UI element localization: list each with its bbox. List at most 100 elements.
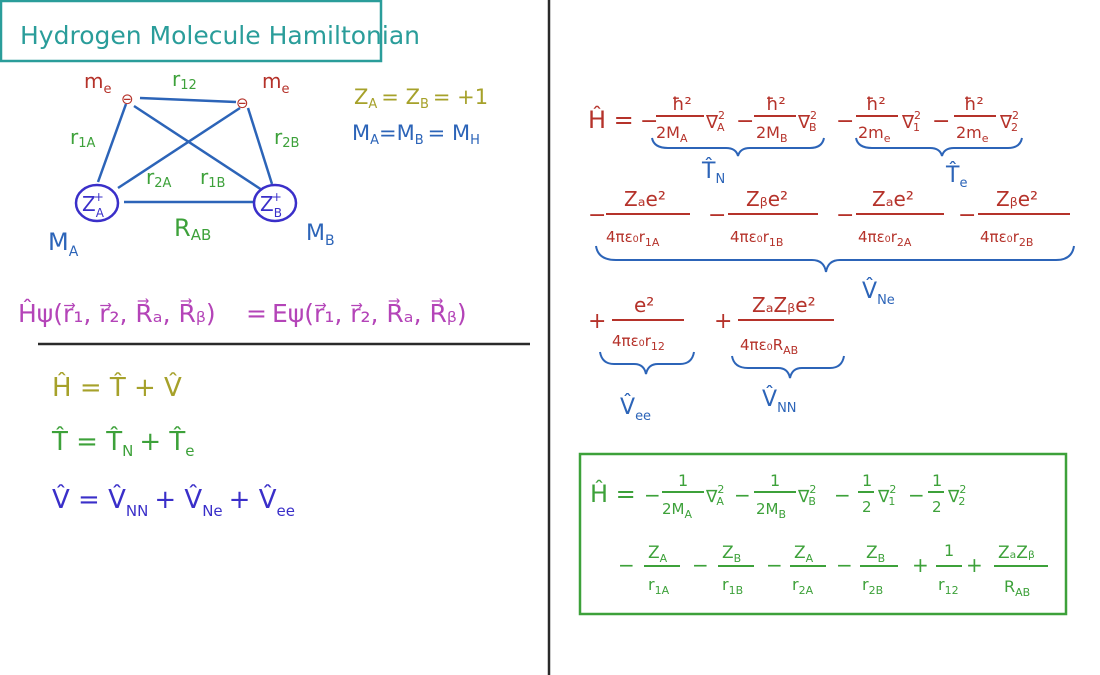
au-v6-den: RAB (1004, 577, 1030, 599)
au-minus-2: − (734, 483, 751, 507)
au-v3-num: ZA (794, 543, 814, 565)
full-hamiltonian: Ĥ = − ħ² 2MA ∇2 A − ħ² 2MB ∇2 B − ħ² 2me ∇… (588, 94, 1075, 424)
title-box: Hydrogen Molecule Hamiltonian (0, 0, 420, 63)
t-decomposition: T̂ = T̂N + T̂e (51, 425, 194, 460)
TN-label: T̂N (701, 158, 725, 187)
minus-7: − (836, 203, 854, 228)
r2A-label: r2A (146, 165, 172, 191)
brace-VNe (595, 245, 1075, 273)
ne-1B-den: 4πε₀r1B (730, 228, 783, 249)
r2A-line (117, 106, 241, 190)
page-title: Hydrogen Molecule Hamiltonian (20, 21, 420, 50)
kinetic-e2-num: ħ² (964, 94, 984, 115)
schrodinger-lhs: Ĥψ(r⃗₁, r⃗₂, R⃗ₐ, R⃗ᵦ) (18, 298, 216, 328)
minus-1: − (640, 109, 658, 134)
r1B-label: r1B (200, 165, 225, 191)
au-v6-num: ZₐZᵦ (998, 543, 1035, 563)
minus-2: − (736, 109, 754, 134)
brace-TN (651, 137, 825, 157)
au-v1-den: r1A (648, 575, 670, 597)
v-decomposition: V̂ = V̂NN + V̂Ne + V̂ee (52, 483, 295, 520)
au-t1-num: 1 (678, 471, 688, 490)
au-plus-2: + (966, 553, 983, 577)
au-plus-1: + (912, 553, 929, 577)
nucleus-B-circle (252, 183, 298, 223)
mass-equality: MA=MB = MH (352, 121, 480, 148)
h-equals: Ĥ = (588, 105, 634, 134)
electron-mass-label-2: me (262, 69, 289, 97)
plus-1: + (588, 309, 606, 334)
molecule-diagram: ⊖ ⊖ me me r12 r1A r2B r2A r1B RAB (48, 67, 488, 260)
au-nabla-B: ∇2 B (797, 483, 816, 508)
au-t1-den: 2MA (662, 500, 693, 521)
au-v5-num: 1 (944, 541, 954, 560)
ee-den: 4πε₀r12 (612, 332, 665, 353)
au-nabla-1: ∇2 1 (877, 483, 896, 508)
Vee-label: V̂ee (620, 394, 651, 424)
nn-num: ZₐZᵦe² (752, 293, 816, 317)
au-v3-den: r2A (792, 575, 814, 597)
ne-1A-den: 4πε₀r1A (606, 228, 660, 249)
kinetic-e1-den: 2me (858, 123, 891, 145)
schrodinger-equation: Ĥψ(r⃗₁, r⃗₂, R⃗ₐ, R⃗ᵦ) = Eψ(r⃗₁, r⃗₂, R⃗… (18, 298, 467, 328)
plus-2: + (714, 309, 732, 334)
r2B-label: r2B (274, 125, 299, 151)
au-minus-6: − (692, 553, 709, 577)
brace-Vee (599, 351, 695, 375)
brace-VNN (731, 355, 845, 379)
nucleus-B-label: Z+ B (260, 190, 282, 220)
kinetic-e1-num: ħ² (866, 94, 886, 115)
kinetic-nucB-num: ħ² (766, 94, 786, 115)
au-t3-num: 1 (862, 471, 872, 490)
r1A-line (96, 103, 128, 183)
kinetic-nucA-den: 2MA (656, 123, 688, 145)
au-t4-num: 1 (932, 471, 942, 490)
kinetic-nucB-den: 2MB (756, 123, 788, 145)
r1B-line (133, 104, 263, 192)
au-v4-num: ZB (866, 543, 885, 565)
nucleus-A-circle (74, 183, 120, 223)
minus-4: − (932, 109, 950, 134)
au-minus-5: − (618, 553, 635, 577)
au-v1-num: ZA (648, 543, 668, 565)
h-decomposition: Ĥ = T̂ + V̂ (52, 371, 182, 403)
au-h-equals: Ĥ = (590, 479, 636, 508)
RAB-label: RAB (174, 214, 211, 244)
ne-1B-num: Zᵦe² (746, 187, 788, 211)
au-nabla-2: ∇2 2 (947, 483, 966, 508)
operator-decomposition: Ĥ = T̂ + V̂ T̂ = T̂N + T̂e V̂ = V̂NN + V̂N… (51, 371, 295, 520)
schrodinger-equals: = (246, 299, 267, 328)
ne-2B-den: 4πε₀r2B (980, 228, 1033, 249)
au-v4-den: r2B (862, 575, 883, 597)
brace-Te (855, 137, 1023, 157)
nabla-B: ∇2 B (797, 109, 817, 134)
kinetic-e2-den: 2me (956, 123, 989, 145)
au-t2-den: 2MB (756, 500, 786, 521)
nn-den: 4πε₀RAB (740, 336, 798, 357)
au-nabla-A: ∇2 A (705, 483, 724, 508)
minus-5: − (588, 203, 606, 228)
ne-1A-num: Zₐe² (624, 187, 666, 211)
au-t2-num: 1 (770, 471, 780, 490)
charge-equality: ZA = ZB = +1 (354, 85, 488, 112)
r2B-line (246, 107, 274, 185)
nucleus-A-label: Z+ A (82, 190, 105, 220)
au-v5-den: r12 (938, 575, 959, 597)
minus-3: − (836, 109, 854, 134)
minus-6: − (708, 203, 726, 228)
r1A-label: r1A (70, 125, 96, 151)
au-minus-8: − (836, 553, 853, 577)
au-minus-1: − (644, 483, 661, 507)
au-v2-num: ZB (722, 543, 741, 565)
au-minus-3: − (834, 483, 851, 507)
r12-label: r12 (172, 67, 197, 93)
atomic-units-hamiltonian: Ĥ = − 1 2MA ∇2 A − 1 2MB ∇2 B − 1 2 ∇2 1 − … (578, 452, 1068, 616)
mass-A-label: MA (48, 228, 79, 260)
atomic-units-box (578, 452, 1068, 616)
au-t3-den: 2 (862, 498, 872, 516)
nabla-1: ∇2 1 (901, 109, 921, 134)
mass-B-label: MB (306, 221, 335, 249)
VNe-label: V̂Ne (862, 278, 895, 308)
ee-num: e² (634, 293, 654, 317)
